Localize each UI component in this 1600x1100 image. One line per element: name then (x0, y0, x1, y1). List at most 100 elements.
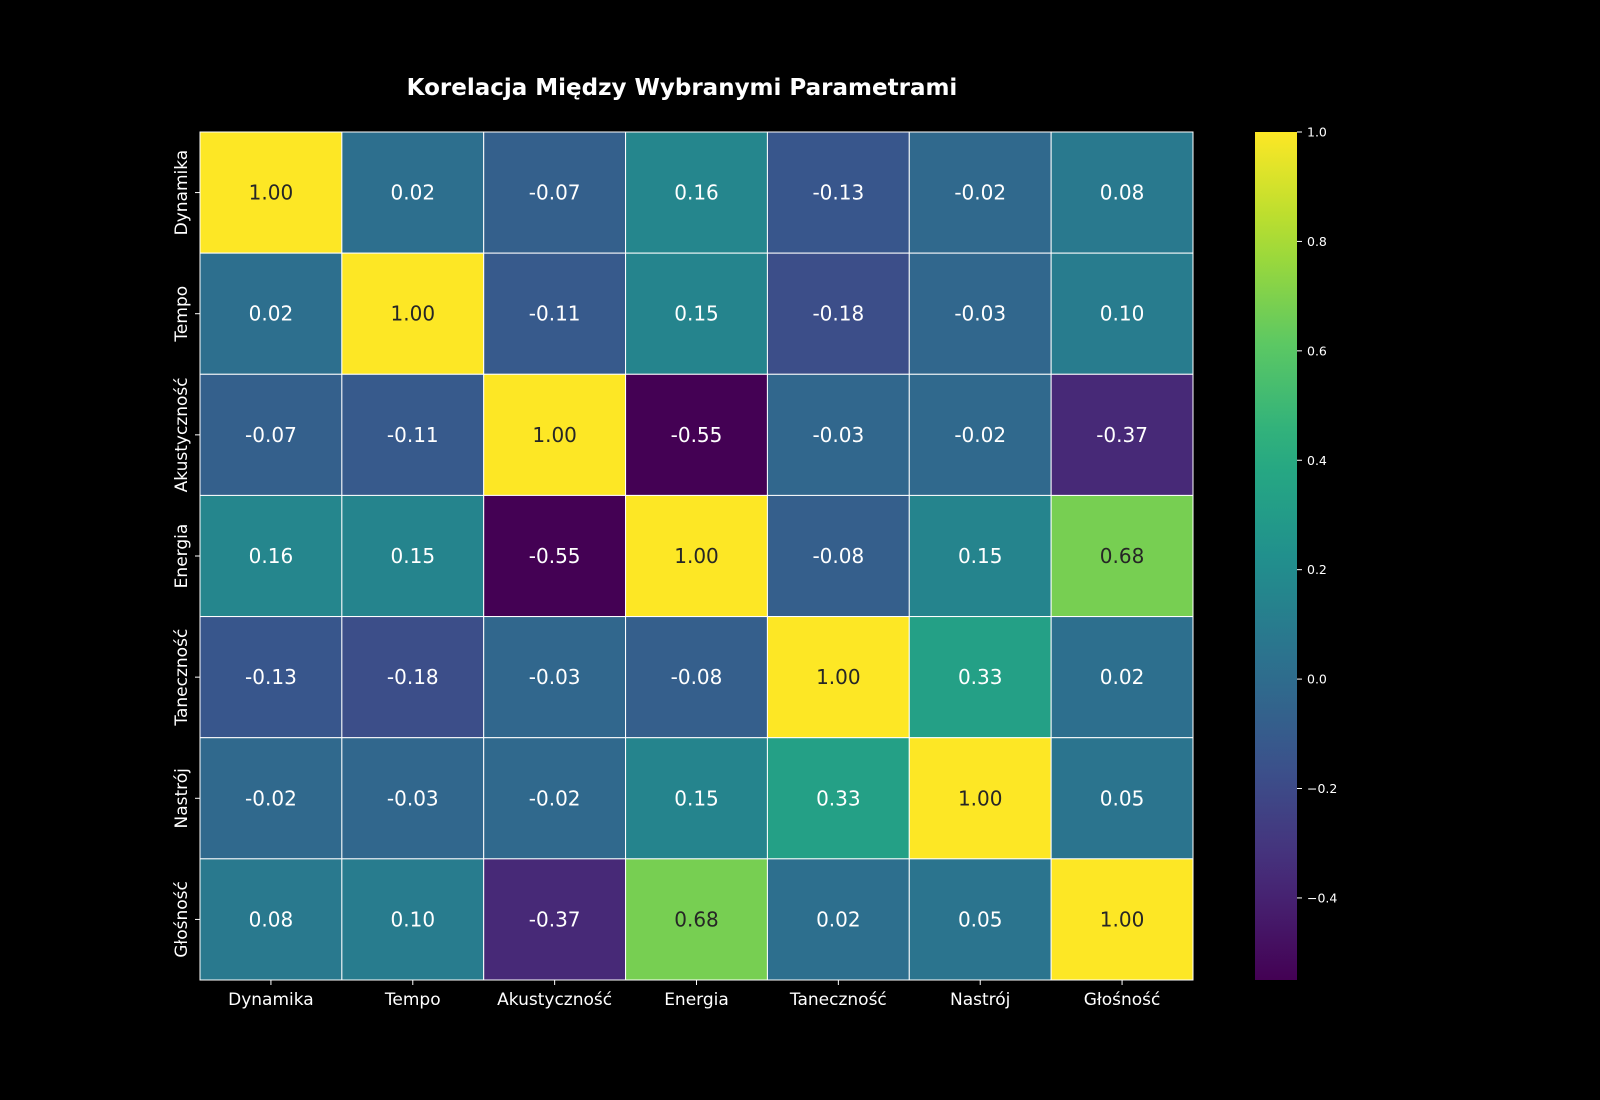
heatmap-cell-nastroj-tempo (341, 737, 485, 860)
y-axis: Dynamika Tempo Akustyczność Energia Taneczno… (172, 150, 200, 958)
cell-value-label: 0.02 (391, 181, 436, 205)
y-tick-label: Dynamika (172, 150, 192, 236)
cell-value-label: 1.00 (532, 423, 577, 447)
cell-value-label: -0.03 (954, 302, 1006, 326)
heatmap-cell-energia-akustycznosc (483, 494, 627, 618)
x-axis: Dynamika Tempo Akustyczność Energia Taneczno… (228, 980, 1160, 1010)
heatmap-cell-nastroj-glosnosc (1050, 737, 1194, 860)
cell-value-label: -0.11 (387, 423, 439, 447)
cell-value-label: 0.15 (958, 544, 1003, 568)
cell-value-label: -0.18 (812, 302, 864, 326)
heatmap-cell-akustycznosc-dynamika (199, 373, 343, 496)
heatmap-cell-energia-energia (625, 494, 768, 618)
heatmap-cell-tempo-tanecznosc (766, 252, 910, 375)
heatmap-cell-nastroj-nastroj (908, 737, 1052, 860)
heatmap-cell-glosnosc-glosnosc (1050, 858, 1194, 981)
colorbar-tick-label: 1.0 (1307, 125, 1327, 140)
x-tick-label: Energia (664, 990, 729, 1010)
cell-value-label: 0.15 (674, 786, 719, 810)
cell-value-label: 1.00 (1100, 907, 1145, 931)
heatmap-cell-dynamika-dynamika (199, 131, 343, 254)
heatmap-cell-akustycznosc-tanecznosc (766, 373, 910, 496)
heatmap-cell-akustycznosc-glosnosc (1050, 373, 1194, 496)
colorbar-gradient (1255, 132, 1297, 980)
cell-value-label: -0.55 (529, 544, 581, 568)
colorbar-tick-label: −0.4 (1307, 890, 1337, 905)
heatmap-cell-energia-tanecznosc (766, 494, 910, 618)
x-tick-label: Tempo (384, 990, 441, 1010)
cell-value-label: -0.11 (529, 302, 581, 326)
cell-value-label: -0.13 (245, 665, 297, 689)
cell-value-label: -0.37 (529, 907, 581, 931)
chart-title: Korelacja Między Wybranymi Parametrami (407, 75, 958, 101)
x-tick-label: Nastrój (950, 990, 1010, 1010)
heatmap-cell-tempo-akustycznosc (483, 252, 627, 375)
cell-value-label: -0.02 (954, 181, 1006, 205)
colorbar: 1.0 0.8 0.6 0.4 0.2 0.0 −0.2 −0.4 (1255, 125, 1337, 980)
heatmap-cell-nastroj-dynamika (199, 737, 343, 860)
cell-value-label: -0.07 (245, 423, 297, 447)
heatmap-cell-tempo-glosnosc (1050, 252, 1194, 375)
heatmap-cell-glosnosc-dynamika (199, 858, 343, 981)
cell-value-label: 0.33 (958, 665, 1003, 689)
cell-value-label: -0.08 (671, 665, 723, 689)
cell-value-label: 0.10 (391, 907, 436, 931)
cell-value-label: 0.33 (816, 786, 861, 810)
heatmap-cell-tempo-dynamika (199, 252, 343, 375)
cell-value-label: 0.02 (1100, 665, 1145, 689)
heatmap-cell-energia-dynamika (199, 494, 343, 618)
heatmap-cell-tanecznosc-tempo (341, 616, 485, 739)
cell-value-label: -0.55 (671, 423, 723, 447)
cell-value-label: -0.02 (529, 786, 581, 810)
heatmap-cell-energia-glosnosc (1050, 494, 1194, 618)
cell-value-label: 0.16 (249, 544, 294, 568)
cell-value-label: 0.15 (391, 544, 436, 568)
y-tick-label: Nastrój (172, 768, 192, 828)
heatmap-cell-tanecznosc-nastroj (908, 616, 1052, 739)
heatmap-cell-nastroj-energia (625, 737, 768, 860)
colorbar-tick-label: 0.0 (1307, 672, 1327, 687)
heatmap-cell-tanecznosc-tanecznosc (766, 616, 910, 739)
heatmap-cell-glosnosc-nastroj (908, 858, 1052, 981)
heatmap-cell-tanecznosc-glosnosc (1050, 616, 1194, 739)
cell-value-label: 0.08 (249, 907, 294, 931)
cell-value-label: -0.18 (387, 665, 439, 689)
heatmap-cell-akustycznosc-tempo (341, 373, 485, 496)
colorbar-tick-label: 0.4 (1307, 453, 1327, 468)
y-tick-label: Taneczność (172, 629, 192, 727)
cell-value-label: 0.68 (1100, 544, 1145, 568)
cell-value-label: 0.02 (816, 907, 861, 931)
colorbar-tick-label: 0.6 (1307, 343, 1327, 358)
cell-value-label: -0.03 (529, 665, 581, 689)
heatmap-cell-akustycznosc-energia (625, 373, 768, 496)
cell-value-label: -0.07 (529, 181, 581, 205)
heatmap-cell-akustycznosc-nastroj (908, 373, 1052, 496)
heatmap-cell-dynamika-akustycznosc (483, 131, 627, 254)
heatmap-cell-dynamika-glosnosc (1050, 131, 1194, 254)
x-tick-label: Głośność (1084, 990, 1161, 1010)
cell-value-label: 0.08 (1100, 181, 1145, 205)
cell-value-label: 1.00 (674, 544, 719, 568)
cell-value-label: -0.37 (1096, 423, 1148, 447)
heatmap-cells: 1.00 0.02 -0.07 0.16 -0.13 -0.02 0.08 0.02 1.00 -… (199, 131, 1194, 981)
cell-value-label: 0.68 (674, 907, 719, 931)
colorbar-tick-label: 0.8 (1307, 234, 1327, 249)
heatmap-cell-akustycznosc-akustycznosc (483, 373, 627, 496)
x-tick-label: Dynamika (228, 990, 314, 1010)
cell-value-label: -0.03 (387, 786, 439, 810)
cell-value-label: 0.05 (958, 907, 1003, 931)
heatmap-cell-glosnosc-tempo (341, 858, 485, 981)
cell-value-label: 0.10 (1100, 302, 1145, 326)
heatmap-cell-tanecznosc-akustycznosc (483, 616, 627, 739)
heatmap-cell-dynamika-energia (625, 131, 768, 254)
cell-value-label: 0.05 (1100, 786, 1145, 810)
cell-value-label: -0.03 (812, 423, 864, 447)
y-tick-label: Akustyczność (172, 377, 192, 492)
x-tick-label: Taneczność (789, 990, 887, 1010)
cell-value-label: -0.02 (245, 786, 297, 810)
heatmap-cell-tempo-tempo (341, 252, 485, 375)
cell-value-label: 0.02 (249, 302, 294, 326)
cell-value-label: 0.15 (674, 302, 719, 326)
heatmap-cell-tanecznosc-dynamika (199, 616, 343, 739)
